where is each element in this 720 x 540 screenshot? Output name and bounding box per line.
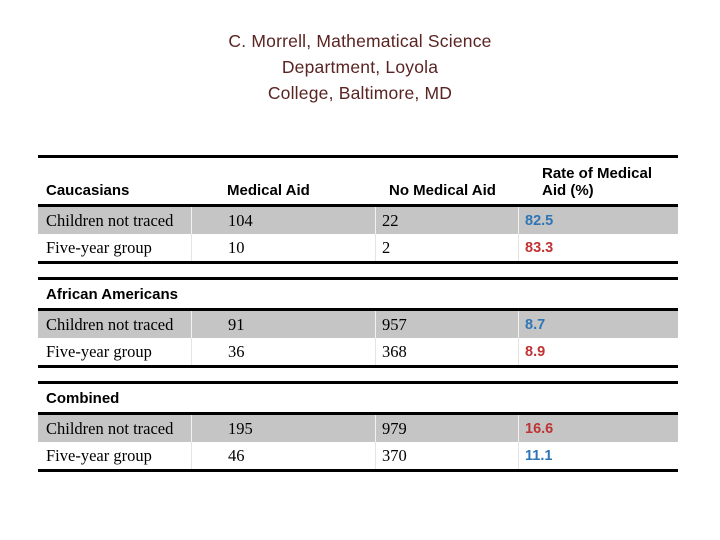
table-section-combined: Combined Children not traced 195 979 16.… bbox=[38, 381, 678, 472]
medical-aid-value: 36 bbox=[191, 338, 375, 365]
row-label: Children not traced bbox=[46, 418, 174, 438]
table-section-caucasians: Caucasians Medical Aid No Medical Aid Ra… bbox=[38, 155, 678, 264]
no-medical-aid-value: 979 bbox=[375, 415, 518, 442]
title-line: Department, Loyola bbox=[281, 57, 439, 77]
header-rule bbox=[38, 412, 678, 415]
no-medical-aid-value: 368 bbox=[375, 338, 518, 365]
no-medical-aid-value: 22 bbox=[375, 207, 518, 234]
slide-title: C. Morrell, Mathematical Science Departm… bbox=[0, 28, 720, 106]
no-medical-aid-value: 2 bbox=[375, 234, 518, 261]
row-label: Children not traced bbox=[46, 314, 174, 334]
table-header-row: Caucasians Medical Aid No Medical Aid Ra… bbox=[38, 158, 678, 204]
medical-aid-value: 104 bbox=[191, 207, 375, 234]
column-header-rate-line2: Aid (%) bbox=[542, 182, 594, 199]
rate-value: 16.6 bbox=[518, 415, 678, 442]
rate-value: 82.5 bbox=[518, 207, 678, 234]
medical-aid-value: 10 bbox=[191, 234, 375, 261]
group-header-african-americans: African Americans bbox=[46, 285, 178, 303]
table-row: Children not traced 195 979 16.6 bbox=[38, 415, 678, 442]
header-rule bbox=[38, 204, 678, 207]
row-label: Children not traced bbox=[46, 210, 174, 230]
group-header-caucasians: Caucasians bbox=[46, 182, 130, 199]
medical-aid-value: 195 bbox=[191, 415, 375, 442]
medical-aid-value: 91 bbox=[191, 311, 375, 338]
column-header-rate-line1: Rate of Medical bbox=[542, 165, 653, 182]
table-section-african-americans: African Americans Children not traced 91… bbox=[38, 277, 678, 368]
row-label: Five-year group bbox=[46, 237, 152, 257]
row-label: Five-year group bbox=[46, 445, 152, 465]
medical-aid-value: 46 bbox=[191, 442, 375, 469]
medical-aid-table: Caucasians Medical Aid No Medical Aid Ra… bbox=[38, 155, 678, 472]
table-row: Five-year group 10 2 83.3 bbox=[38, 234, 678, 261]
rate-value: 8.9 bbox=[518, 338, 678, 365]
table-row: Five-year group 36 368 8.9 bbox=[38, 338, 678, 365]
header-rule bbox=[38, 308, 678, 311]
table-row: Children not traced 104 22 82.5 bbox=[38, 207, 678, 234]
column-header-medical-aid: Medical Aid bbox=[227, 182, 310, 199]
table-row: Five-year group 46 370 11.1 bbox=[38, 442, 678, 469]
rate-value: 11.1 bbox=[518, 442, 678, 469]
rate-value: 83.3 bbox=[518, 234, 678, 261]
rate-value: 8.7 bbox=[518, 311, 678, 338]
table-row: Children not traced 91 957 8.7 bbox=[38, 311, 678, 338]
group-header-combined: Combined bbox=[46, 389, 120, 407]
column-header-no-medical-aid: No Medical Aid bbox=[389, 182, 496, 199]
title-line: C. Morrell, Mathematical Science bbox=[228, 31, 492, 51]
no-medical-aid-value: 957 bbox=[375, 311, 518, 338]
column-header-rate: Rate of Medical Aid (%) bbox=[518, 165, 678, 199]
no-medical-aid-value: 370 bbox=[375, 442, 518, 469]
title-line: College, Baltimore, MD bbox=[267, 83, 453, 103]
row-label: Five-year group bbox=[46, 341, 152, 361]
